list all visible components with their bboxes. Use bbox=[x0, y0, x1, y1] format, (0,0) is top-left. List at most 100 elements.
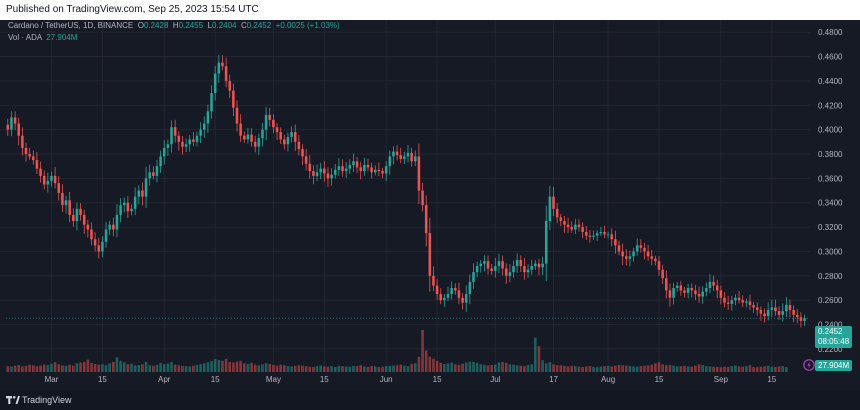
x-tick-label: Aug bbox=[601, 375, 615, 384]
volume-bar bbox=[741, 366, 744, 372]
candle-body bbox=[326, 173, 330, 179]
candle-body bbox=[388, 156, 392, 167]
volume-bar bbox=[93, 363, 97, 372]
x-tick-label: 15 bbox=[767, 375, 776, 384]
volume-bar bbox=[712, 366, 715, 372]
volume-bar bbox=[217, 360, 221, 372]
volume-bar bbox=[581, 366, 584, 372]
volume-bar bbox=[614, 365, 617, 372]
price-axis[interactable]: 0.2200 0.2400 0.2600 0.2800 0.3000 0.3200 0.34… bbox=[818, 28, 843, 354]
candlestick-chart[interactable]: 0.2200 0.2400 0.2600 0.2800 0.3000 0.3200 0.34… bbox=[0, 20, 860, 390]
volume-bar bbox=[6, 366, 10, 372]
candle-body bbox=[93, 239, 97, 246]
volume-bar bbox=[188, 366, 191, 372]
volume-bar bbox=[621, 365, 624, 372]
time-axis[interactable]: Mar 15 Apr 15 May 15 Jun 15 Jul 17 Aug 15 Sep 15 bbox=[45, 375, 777, 384]
volume-bar bbox=[588, 366, 592, 372]
volume-bar bbox=[635, 366, 639, 372]
low-label: L bbox=[207, 21, 213, 30]
candle-body bbox=[708, 281, 712, 288]
volume-bar bbox=[770, 366, 774, 372]
volume-bar bbox=[632, 366, 635, 372]
high-value: 0.2455 bbox=[178, 21, 204, 30]
candle-body bbox=[665, 278, 668, 291]
volume-bar bbox=[737, 366, 741, 372]
volume-bar bbox=[766, 365, 770, 372]
candle-body bbox=[555, 208, 559, 218]
candle-body bbox=[170, 127, 173, 145]
volume-bar bbox=[239, 360, 242, 372]
volume-bar bbox=[130, 363, 133, 372]
volume-bar bbox=[566, 366, 570, 372]
y-tick-label: 0.3200 bbox=[818, 223, 843, 232]
candle-body bbox=[159, 156, 162, 167]
volume-bar bbox=[439, 362, 443, 372]
symbol-legend[interactable]: Cardano / TetherUS, 1D, BINANCE O0.2428 … bbox=[8, 21, 340, 30]
candle-body bbox=[13, 117, 17, 124]
volume-bar bbox=[563, 365, 566, 372]
candle-body bbox=[381, 171, 384, 174]
candle-body bbox=[39, 168, 42, 176]
candle-body bbox=[213, 73, 217, 94]
candle-body bbox=[42, 175, 46, 185]
volume-legend[interactable]: Vol · ADA 27.904M bbox=[8, 33, 77, 42]
candle-body bbox=[483, 261, 486, 264]
candle-body bbox=[454, 288, 457, 291]
volume-bar bbox=[290, 366, 293, 372]
close-label: C bbox=[240, 21, 247, 30]
candle-body bbox=[195, 135, 199, 142]
volume-bar bbox=[555, 365, 559, 372]
volume-bar bbox=[435, 360, 439, 372]
volume-bar bbox=[28, 364, 31, 372]
candle-body bbox=[148, 172, 151, 179]
volume-bar bbox=[344, 366, 348, 372]
volume-bar bbox=[548, 362, 552, 372]
volume-bar bbox=[544, 363, 548, 372]
candle-body bbox=[443, 297, 446, 301]
candle-body bbox=[301, 149, 304, 157]
lightning-icon[interactable] bbox=[803, 359, 815, 371]
volume-bar bbox=[184, 366, 188, 372]
volume-bar bbox=[679, 366, 683, 372]
volume-bar bbox=[461, 363, 464, 372]
symbol-name[interactable]: Cardano / TetherUS, 1D, BINANCE bbox=[8, 21, 134, 30]
candle-body bbox=[406, 152, 410, 157]
candle-body bbox=[68, 200, 71, 215]
volume-bar bbox=[392, 365, 395, 372]
volume-bar bbox=[526, 365, 530, 372]
volume-bar bbox=[617, 365, 621, 372]
volume-bar bbox=[494, 364, 497, 372]
volume-bar bbox=[454, 364, 457, 372]
candle-body bbox=[133, 196, 137, 209]
volume-bar bbox=[326, 366, 330, 372]
volume-bar bbox=[661, 364, 664, 372]
high-label: H bbox=[172, 21, 179, 30]
candle-body bbox=[559, 217, 563, 221]
candle-body bbox=[799, 317, 803, 321]
candle-body bbox=[530, 266, 533, 270]
candle-body bbox=[115, 214, 119, 230]
volume-bar bbox=[377, 367, 381, 372]
candle-body bbox=[162, 147, 166, 157]
candle-body bbox=[210, 93, 213, 112]
volume-bar bbox=[293, 365, 297, 372]
volume-bar bbox=[355, 366, 359, 372]
volume-bar bbox=[366, 366, 370, 372]
volume-bar bbox=[35, 366, 39, 372]
candle-body bbox=[35, 160, 39, 169]
candle-body bbox=[577, 224, 581, 228]
candle-body bbox=[239, 123, 242, 136]
volume-bar bbox=[668, 365, 672, 372]
volume-bar bbox=[497, 362, 501, 372]
volume-bar bbox=[243, 363, 246, 372]
volume-bar bbox=[530, 364, 533, 372]
volume-bar bbox=[235, 361, 239, 372]
volume-bar bbox=[373, 366, 377, 372]
candle-body bbox=[741, 300, 744, 303]
volume-bar bbox=[279, 364, 282, 372]
candle-body bbox=[57, 183, 61, 193]
volume-bar bbox=[323, 366, 326, 372]
candle-body bbox=[275, 127, 279, 133]
candle-body bbox=[646, 251, 650, 257]
volume-bar bbox=[352, 365, 355, 372]
